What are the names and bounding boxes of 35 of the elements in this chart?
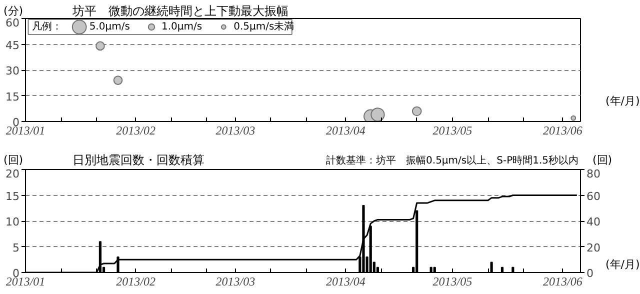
- legend-label: 1.0μm/s: [161, 22, 202, 32]
- y-tick-label: 15: [6, 190, 20, 203]
- x-tick-label: 2013/03: [216, 124, 256, 138]
- x-tick-label: 2013/04: [326, 274, 366, 288]
- y-tick-label: 5: [12, 241, 20, 254]
- y2-tick-label: 60: [586, 190, 600, 203]
- legend-label: 0.5μm/s未満: [234, 20, 294, 32]
- y-tick-label: 15: [6, 90, 20, 104]
- y2-tick-label: 80: [586, 168, 600, 180]
- x-axis-title: (年/月): [606, 94, 640, 108]
- y-axis-title: (回): [4, 154, 24, 166]
- legend-title: 凡例：: [32, 22, 62, 32]
- x-tick-label: 2013/05: [432, 124, 472, 138]
- x-tick-label: 2013/06: [543, 124, 582, 138]
- x-tick-label: 2013/02: [116, 274, 156, 288]
- x-tick-label: 2013/03: [216, 274, 256, 288]
- x-tick-label: 2013/04: [326, 124, 366, 138]
- y-tick-label: 60: [6, 16, 20, 30]
- legend-label: 5.0μm/s: [89, 22, 130, 32]
- chart-title: 日別地震回数・回数積算: [72, 153, 204, 167]
- x-tick-label: 2013/06: [543, 274, 582, 288]
- y2-axis-title: (回): [592, 154, 612, 166]
- x-tick-label: 2013/02: [116, 124, 156, 138]
- x-tick-label: 2013/05: [432, 274, 472, 288]
- y-tick-label: 45: [6, 38, 20, 52]
- y2-tick-label: 20: [586, 241, 600, 254]
- x-axis-title: (年/月): [606, 258, 640, 271]
- y-tick-label: 20: [6, 168, 20, 180]
- y-tick-label: 30: [6, 64, 20, 78]
- text: 計数基準：坊平 振幅0.5μm/s以上、S-P時間1.5秒以内: [326, 154, 579, 166]
- chart-title: 坊平 微動の継続時間と上下動最大振幅: [72, 4, 288, 18]
- y-tick-label: 10: [6, 216, 20, 228]
- y2-tick-label: 40: [586, 216, 600, 228]
- y-axis-title: (分): [4, 4, 24, 18]
- y2-tick-label: 0: [586, 267, 594, 280]
